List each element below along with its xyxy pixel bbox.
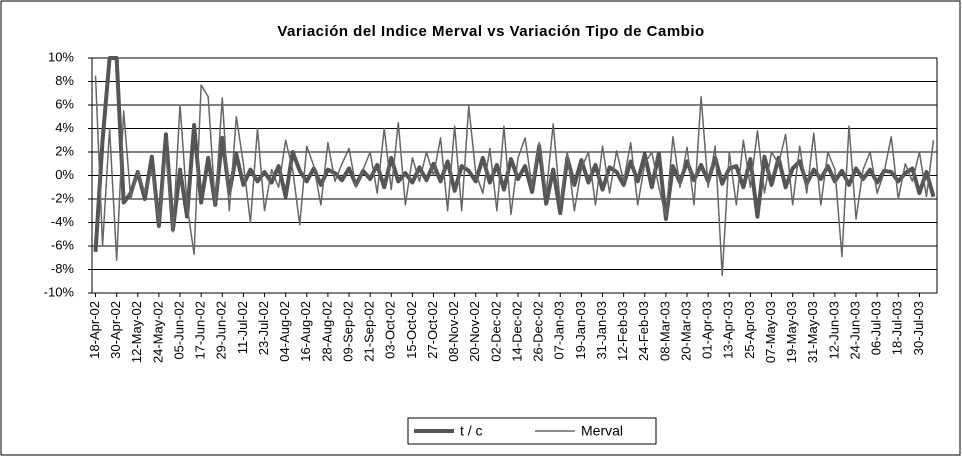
x-tick-label: 14-Dec-02 — [509, 301, 524, 362]
x-tick-label: 04-Aug-02 — [277, 301, 292, 362]
x-tick-label: 15-Oct-02 — [404, 301, 419, 359]
x-tick-label: 28-Aug-02 — [319, 301, 334, 362]
x-tick-label: 27-Oct-02 — [425, 301, 440, 359]
y-tick-label: -2% — [51, 190, 75, 205]
x-tick-label: 13-Apr-03 — [721, 301, 736, 359]
series-line — [93, 56, 936, 253]
y-tick-label: 2% — [55, 143, 74, 158]
y-tick-label: 8% — [55, 73, 74, 88]
x-tick-label: 12-Feb-03 — [615, 301, 630, 361]
x-tick-label: 31-Jan-03 — [594, 301, 609, 360]
x-tick-label: 02-Dec-02 — [488, 301, 503, 362]
x-tick-label: 24-May-02 — [150, 301, 165, 363]
x-tick-label: 08-Nov-02 — [446, 301, 461, 362]
x-tick-label: 03-Oct-02 — [383, 301, 398, 359]
x-tick-label: 21-Sep-02 — [362, 301, 377, 362]
x-tick-label: 25-Apr-03 — [742, 301, 757, 359]
y-tick-label: 4% — [55, 120, 74, 135]
x-tick-label: 01-Apr-03 — [700, 301, 715, 359]
x-tick-label: 31-May-03 — [805, 301, 820, 363]
x-tick-label: 07-Jan-03 — [552, 301, 567, 360]
x-tick-label: 20-Nov-02 — [467, 301, 482, 362]
x-tick-label: 17-Jun-02 — [193, 301, 208, 360]
x-tick-label: 30-Jul-03 — [911, 301, 926, 355]
x-tick-label: 12-Jun-03 — [826, 301, 841, 360]
x-tick-label: 11-Jul-02 — [235, 301, 250, 354]
y-tick-label: -10% — [44, 284, 75, 299]
x-tick-label: 26-Dec-02 — [531, 301, 546, 362]
series-line — [94, 75, 935, 277]
x-tick-label: 19-May-03 — [784, 301, 799, 363]
x-tick-label: 18-Jul-03 — [890, 301, 905, 355]
y-tick-label: 10% — [48, 49, 74, 64]
x-tick-label: 20-Mar-03 — [678, 301, 693, 361]
legend-label: t / c — [460, 423, 483, 439]
x-tick-label: 24-Feb-03 — [636, 301, 651, 361]
y-tick-label: 0% — [55, 167, 74, 182]
x-tick-label: 07-May-03 — [763, 301, 778, 363]
y-tick-label: -4% — [51, 214, 75, 229]
y-tick-label: -8% — [51, 261, 75, 276]
x-tick-label: 12-May-02 — [129, 301, 144, 363]
x-tick-label: 08-Mar-03 — [657, 301, 672, 361]
x-tick-label: 06-Jul-03 — [869, 301, 884, 355]
x-tick-label: 19-Jan-03 — [573, 301, 588, 360]
x-tick-label: 05-Jun-02 — [171, 301, 186, 360]
x-tick-label: 16-Aug-02 — [298, 301, 313, 362]
x-tick-label: 18-Apr-02 — [87, 301, 102, 359]
x-tick-label: 09-Sep-02 — [340, 301, 355, 362]
x-tick-label: 30-Apr-02 — [108, 301, 123, 359]
x-tick-label: 29-Jun-02 — [214, 301, 229, 360]
y-tick-label: -6% — [51, 237, 75, 252]
y-tick-label: 6% — [55, 96, 74, 111]
x-tick-label: 24-Jun-03 — [847, 301, 862, 360]
legend-label: Merval — [581, 423, 623, 439]
x-tick-label: 23-Jul-02 — [256, 301, 271, 355]
chart-title: Variación del Indice Merval vs Variación… — [277, 23, 704, 40]
